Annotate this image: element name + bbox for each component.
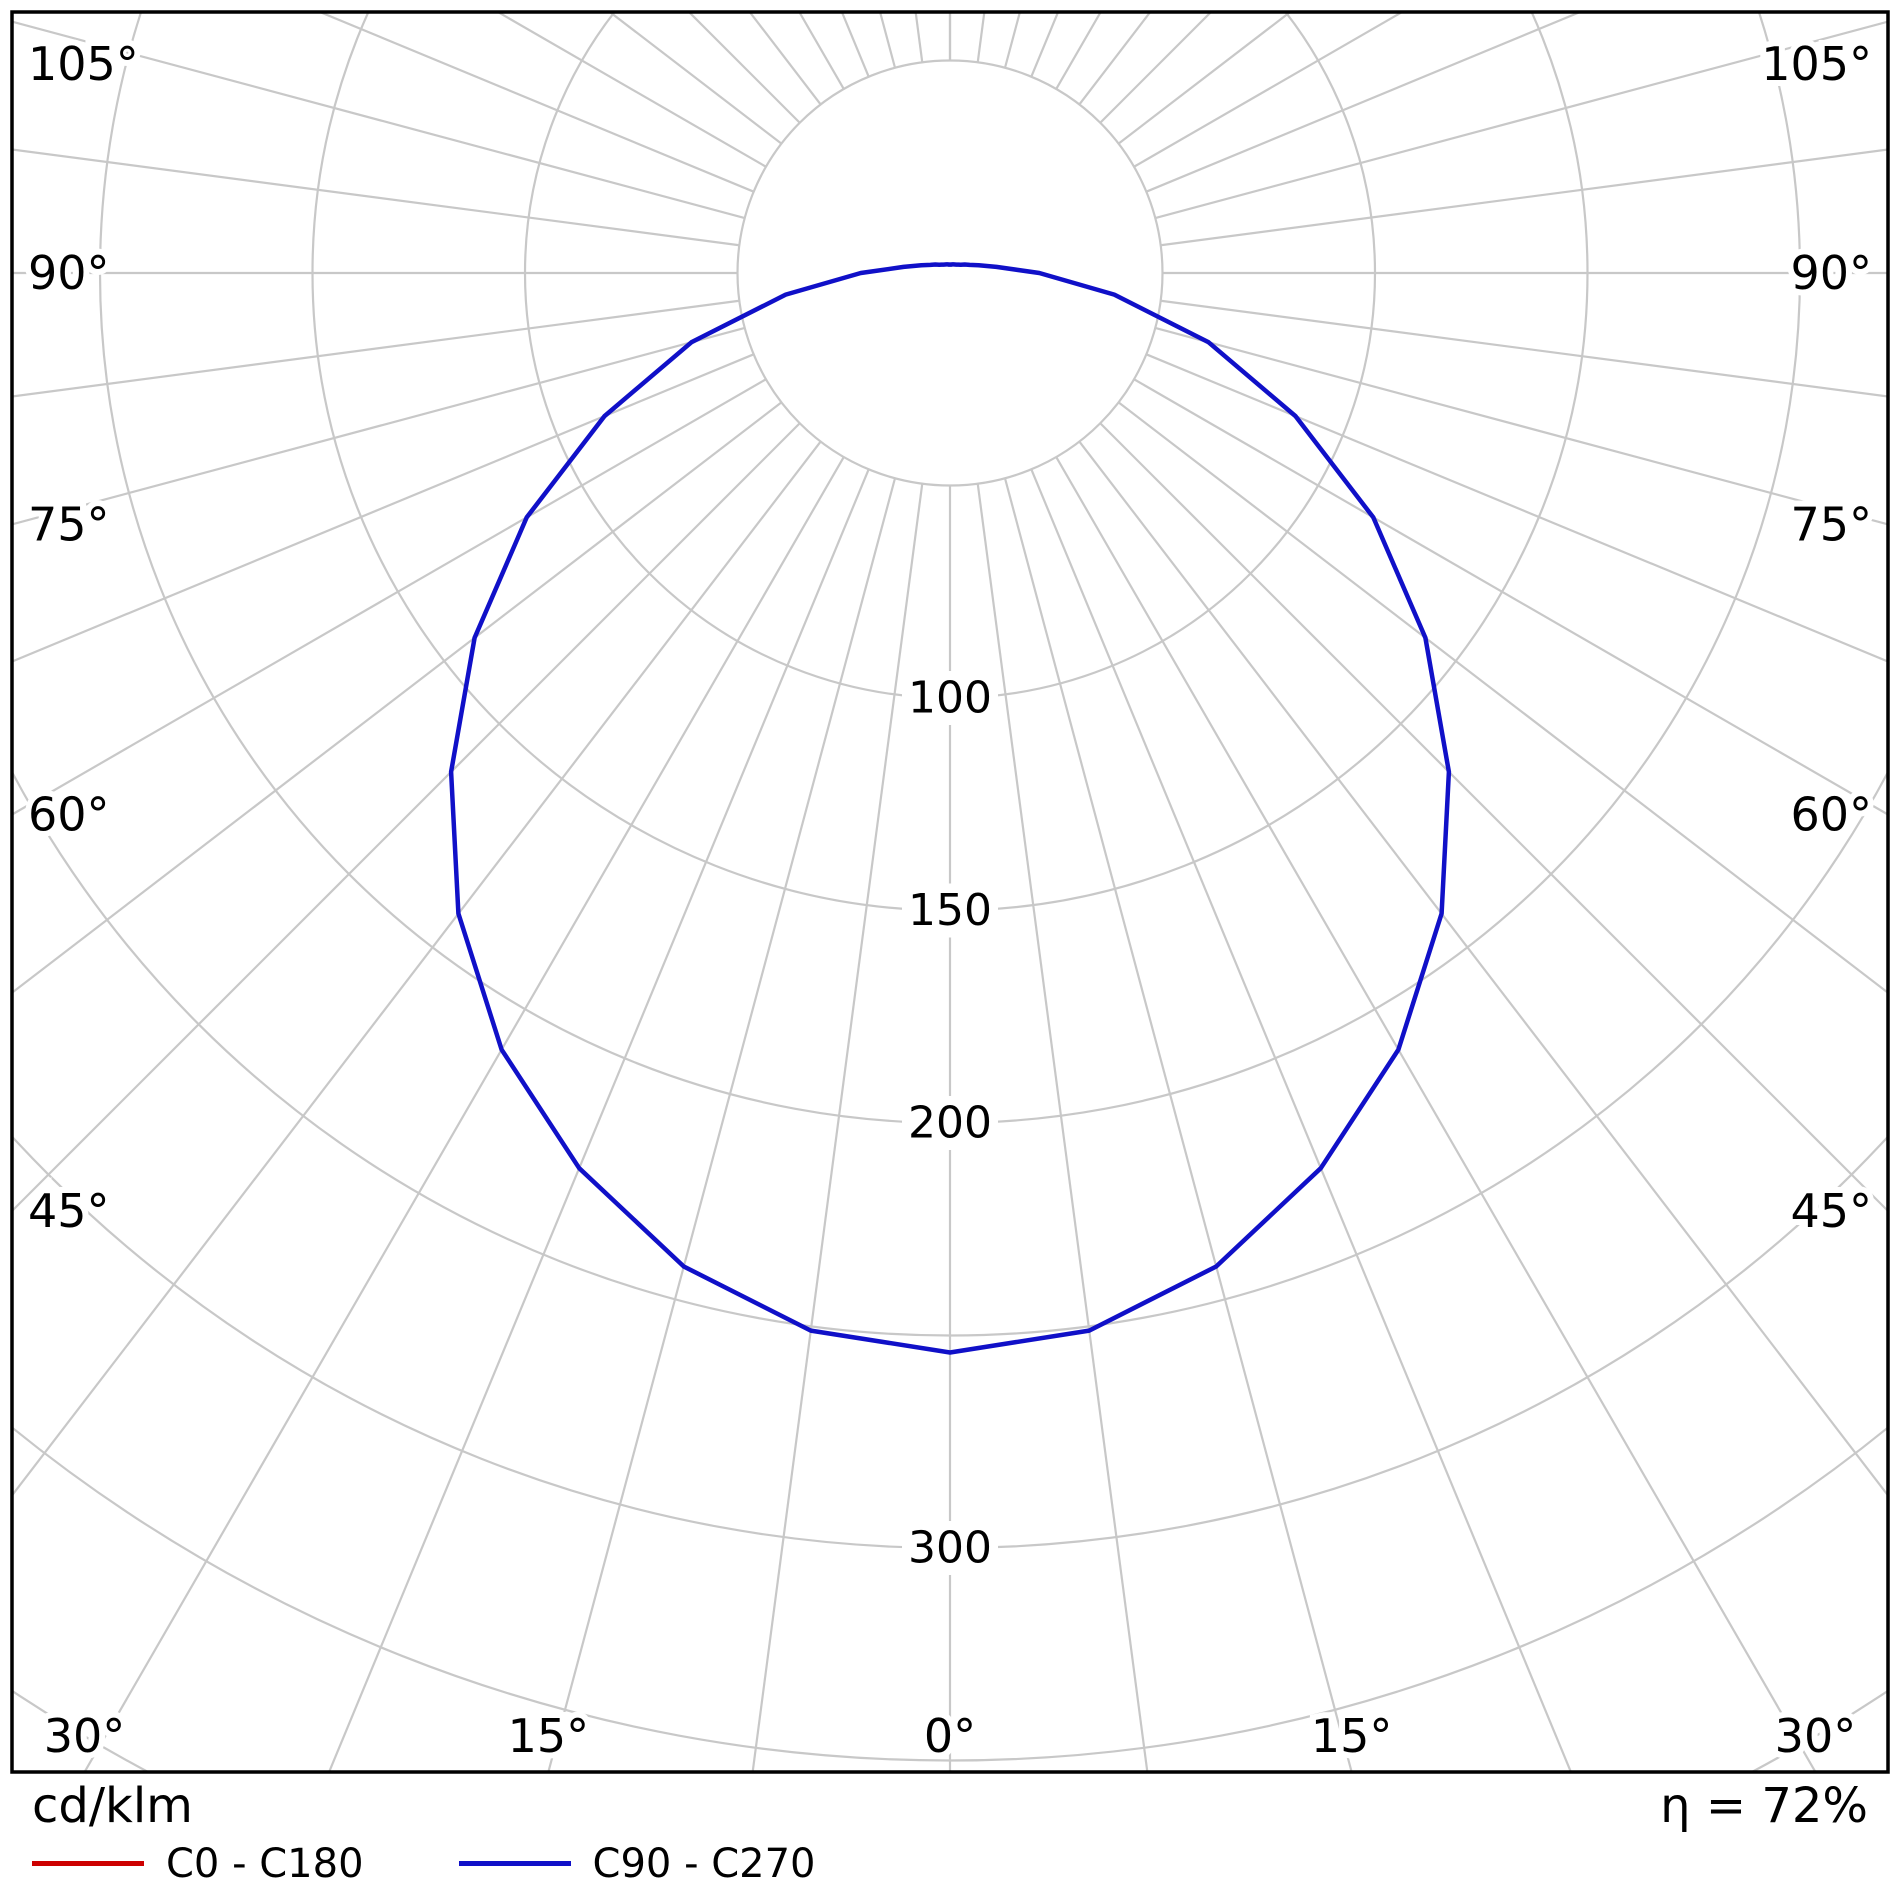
grid-ray — [12, 378, 767, 816]
grid-ray — [317, 12, 755, 193]
efficiency-label: η = 72% — [1660, 1778, 1868, 1834]
angle-label: 30° — [44, 1709, 126, 1763]
angle-label: 30° — [1775, 1709, 1857, 1763]
grid-ray — [12, 422, 801, 1213]
angle-label: 105° — [28, 37, 139, 91]
chart-frame — [10, 10, 1890, 1774]
grid-ray — [914, 12, 924, 63]
radial-tick-label: 100 — [908, 673, 992, 724]
grid-ray — [1154, 20, 1888, 220]
grid-ray — [1145, 12, 1583, 193]
radial-tick-label: 150 — [908, 885, 992, 936]
grid-ray — [1133, 378, 1888, 816]
grid-ray — [1003, 477, 1353, 1772]
grid-ray — [1030, 468, 1573, 1772]
grid-ray — [12, 148, 740, 247]
legend: C0 - C180 C90 - C270 — [32, 1841, 1868, 1887]
grid-ray — [12, 299, 740, 398]
grid-ray — [547, 477, 897, 1772]
legend-label-c0-c180: C0 - C180 — [166, 1840, 364, 1887]
angle-label: 45° — [28, 1184, 110, 1238]
footer-top-row: cd/klm η = 72% — [32, 1780, 1868, 1833]
radial-label-bg — [902, 671, 998, 725]
radial-tick-label: 300 — [908, 1523, 992, 1574]
angle-label: 60° — [1790, 788, 1872, 842]
grid-ray — [12, 440, 822, 1498]
radial-tick-label: 200 — [908, 1098, 992, 1149]
angle-label: 90° — [28, 246, 110, 300]
grid-ray — [976, 12, 986, 63]
grid-ray — [976, 483, 1149, 1772]
grid-ray — [1055, 456, 1817, 1772]
radial-label-bg — [902, 883, 998, 938]
grid-ray — [1078, 440, 1888, 1498]
legend-label-c90-c270: C90 - C270 — [592, 1840, 816, 1887]
grid-ray — [1145, 353, 1888, 663]
radial-label-bg — [902, 1096, 998, 1150]
grid-ray — [1117, 401, 1888, 995]
angle-label: 45° — [1790, 1184, 1872, 1238]
angle-label: 105° — [1761, 37, 1872, 91]
units-label: cd/klm — [32, 1778, 193, 1834]
angle-label: 15° — [508, 1709, 590, 1763]
angle-label: 60° — [28, 788, 110, 842]
grid-ray — [12, 326, 746, 526]
grid-ray — [12, 20, 746, 220]
grid-ray — [1099, 422, 1888, 1213]
chart-footer: cd/klm η = 72% C0 - C180 C90 - C270 — [0, 1780, 1900, 1887]
grid-ray — [1160, 299, 1888, 398]
angle-label: 75° — [1790, 497, 1872, 551]
radial-label-bg — [902, 1521, 998, 1575]
grid-ray — [327, 468, 870, 1772]
grid-ray — [1003, 12, 1022, 69]
angle-label: 0° — [924, 1709, 976, 1763]
legend-swatch-c0-c180 — [32, 1861, 144, 1867]
grid-ray — [878, 12, 897, 69]
grid-ring — [736, 59, 1164, 487]
grid-ray — [12, 353, 755, 663]
angle-label: 75° — [28, 497, 110, 551]
legend-swatch-c90-c270 — [458, 1861, 571, 1867]
curve-c90-c270 — [448, 262, 1452, 1355]
angle-label: 15° — [1311, 1709, 1393, 1763]
grid-ray — [751, 483, 924, 1772]
grid-ray — [1154, 326, 1888, 526]
grid-ray — [1160, 148, 1888, 247]
legend-entry-c0-c180: C0 - C180 — [32, 1841, 364, 1887]
legend-entry-c90-c270: C90 - C270 — [458, 1840, 816, 1887]
grid-ray — [83, 456, 845, 1772]
angle-label: 90° — [1790, 246, 1872, 300]
grid-ray — [12, 401, 783, 995]
